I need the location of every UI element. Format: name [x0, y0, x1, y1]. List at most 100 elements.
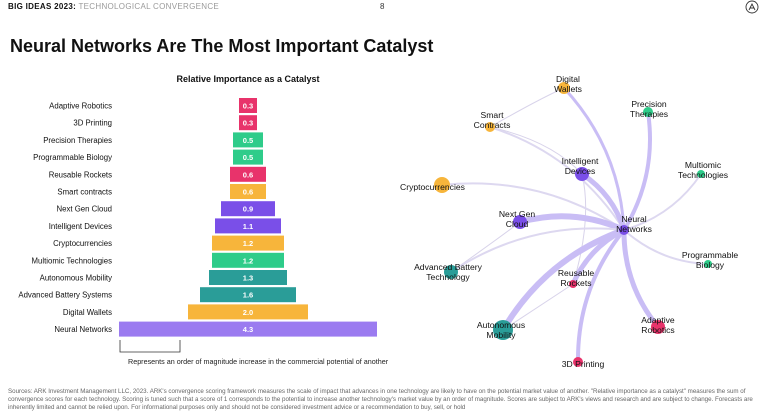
network-node [513, 215, 527, 229]
value-label: 0.6 [243, 188, 253, 197]
page-title: Neural Networks Are The Most Important C… [10, 36, 434, 56]
bar [221, 201, 275, 217]
network-node [575, 167, 589, 181]
bar [119, 321, 377, 337]
chart-annotation: Represents an order of magnitude increas… [128, 357, 390, 366]
network-node-label: Autonomous Mobility [477, 320, 525, 340]
network-node [651, 320, 665, 334]
network-node-label: Precision Therapies [630, 99, 668, 119]
network-node [619, 225, 629, 235]
bar [233, 132, 263, 148]
network-node [569, 280, 577, 288]
network-edges [441, 86, 709, 364]
value-label: 0.3 [243, 102, 253, 111]
network-node-label: Multiomic Technologies [678, 160, 728, 180]
bar [200, 287, 296, 303]
value-label: 0.9 [243, 205, 253, 214]
category-label: Cryptocurrencies [53, 239, 112, 248]
value-label: 1.2 [243, 239, 253, 248]
network-node [493, 320, 513, 340]
network-edge [623, 173, 702, 231]
network-node-label: Digital Wallets [554, 74, 582, 94]
network-edge [450, 227, 625, 273]
page-number: 8 [380, 2, 385, 11]
value-label: 2.0 [243, 308, 253, 317]
value-label: 0.5 [243, 136, 253, 145]
network-edge [572, 173, 587, 285]
category-label: Digital Wallets [63, 308, 112, 317]
value-label: 1.6 [243, 291, 253, 300]
network-node [697, 170, 705, 178]
bar [209, 270, 287, 285]
category-label: Autonomous Mobility [40, 274, 112, 283]
value-label: 4.3 [243, 325, 253, 334]
network-node [444, 265, 458, 279]
bar [230, 166, 266, 182]
network-node [573, 357, 583, 367]
category-label: Intelligent Devices [49, 222, 112, 231]
bar [239, 115, 257, 131]
value-labels: 0.3 0.3 0.5 0.5 0.6 0.6 0.9 1.1 1.2 1.2 1.3 1.6 2.0 4… [243, 102, 253, 335]
header: BIG IDEAS 2023: TECHNOLOGICAL CONVERGENC… [8, 2, 219, 11]
network-node [643, 107, 653, 117]
network-edge [441, 182, 625, 231]
scale-bracket [119, 340, 181, 353]
footer-sources: Sources: ARK Investment Management LLC, … [8, 388, 753, 411]
network-node-label: Reusable Rockets [558, 268, 595, 288]
value-label: 0.5 [243, 153, 253, 162]
value-label: 1.3 [243, 274, 253, 283]
network-labels: Neural Networks Digital Wallets Smart Contrac… [400, 74, 738, 369]
network-node [558, 82, 570, 94]
network-node-label: Adaptive Robotics [641, 315, 675, 335]
network-edge [622, 110, 652, 232]
chart-title: Relative Importance as a Catalyst [176, 74, 319, 84]
header-brand: BIG IDEAS 2023: [8, 2, 77, 11]
network-node-label: Neural Networks [616, 214, 652, 234]
category-label: Programmable Biology [33, 153, 112, 162]
bar [239, 98, 257, 113]
ark-logo-icon [745, 0, 759, 14]
network-edge [621, 227, 661, 330]
category-label: 3D Printing [73, 119, 112, 128]
network-node-label: Cryptocurrencies [400, 182, 465, 192]
category-label: Neural Networks [54, 325, 112, 334]
category-labels: Adaptive Robotics 3D Printing Precision Th… [18, 102, 112, 335]
value-label: 1.1 [243, 222, 253, 231]
network-edge [489, 126, 625, 231]
network-diagram: Neural Networks Digital Wallets Smart Contrac… [400, 74, 738, 369]
network-edge [575, 228, 626, 364]
network-edge [517, 213, 627, 233]
category-label: Precision Therapies [43, 136, 112, 145]
bars [119, 98, 377, 337]
network-edge [562, 86, 626, 232]
network-node [434, 177, 450, 193]
bar [212, 252, 284, 268]
category-label: Adaptive Robotics [49, 102, 112, 111]
network-edge [489, 126, 583, 175]
category-label: Reusable Rockets [49, 170, 112, 179]
network-node-label: Programmable Biology [682, 250, 739, 270]
value-label: 0.3 [243, 119, 253, 128]
network-nodes [434, 82, 712, 367]
network-node-label: Next Gen Cloud [499, 209, 536, 229]
network-edge [500, 227, 627, 333]
network-node [704, 260, 712, 268]
bar [212, 235, 284, 251]
category-label: Smart contracts [57, 188, 112, 197]
value-label: 1.2 [243, 256, 253, 265]
network-edge [623, 229, 709, 265]
bar [233, 149, 263, 165]
header-section: TECHNOLOGICAL CONVERGENCE [78, 2, 220, 11]
network-node-label: Advanced Battery Technology [414, 262, 483, 282]
category-label: Advanced Battery Systems [18, 291, 112, 300]
network-edge [502, 283, 574, 331]
bar [215, 218, 281, 234]
category-label: Multiomic Technologies [32, 256, 113, 265]
bar [188, 304, 308, 320]
network-node-label: Intelligent Devices [562, 156, 599, 176]
network-node [485, 122, 495, 132]
network-node-label: Smart Contracts [474, 110, 511, 130]
value-label: 0.6 [243, 170, 253, 179]
category-label: Next Gen Cloud [57, 205, 112, 214]
network-node-label: 3D Printing [562, 359, 605, 369]
